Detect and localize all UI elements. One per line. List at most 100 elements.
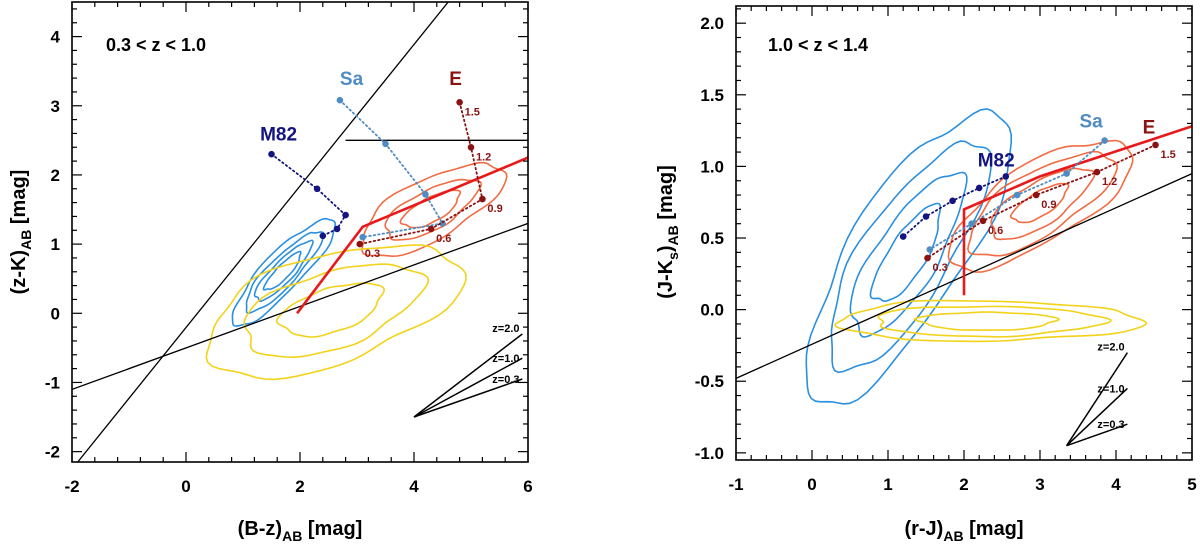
left-separator-line	[72, 222, 528, 391]
left-x-axis-label: (B-z)AB [mag]	[238, 518, 363, 544]
left-e-redshift-label: 1.5	[465, 106, 480, 118]
right-e-redshift-label: 0.6	[988, 225, 1003, 237]
left-star_forming-contour-level	[253, 239, 314, 303]
left-reddening-vector-label: z=0.3	[492, 374, 519, 386]
right-panel-title: 1.0 < z < 1.4	[768, 35, 868, 55]
right-star_forming-contour-level	[830, 140, 993, 374]
left-sa-track-point	[422, 191, 429, 198]
right-sa-track	[926, 137, 1108, 253]
left-m82-label: M82	[260, 124, 297, 145]
left-separator-line	[77, 2, 449, 462]
right-stars-contour-level	[877, 305, 1112, 338]
left-star_forming-contour-level	[262, 250, 302, 291]
left-y-tick-label: 4	[51, 28, 61, 47]
left-y-tick-label: 0	[51, 304, 60, 323]
right-quiescent-contour-level	[967, 150, 1118, 257]
right-x-tick-label: -1	[728, 475, 743, 494]
left-m82-track-point	[319, 232, 327, 240]
right-reddening-vector-line	[1066, 423, 1128, 447]
left-stars-contour-level	[275, 282, 386, 338]
right-stars-contours	[834, 299, 1148, 343]
right-x-tick-label: 3	[1035, 475, 1044, 494]
right-e-label: E	[1143, 118, 1156, 139]
left-e-redshift-label: 0.6	[436, 233, 451, 245]
right-sa-track-point	[1101, 137, 1108, 144]
right-m82-track	[899, 173, 1010, 240]
right-quiescent-contour-level	[990, 167, 1096, 241]
left-reddening-vector-line	[413, 357, 523, 418]
right-y-tick-label: 0.5	[700, 229, 724, 248]
right-star_forming-contour-level	[849, 171, 968, 338]
right-e-track-point	[1032, 191, 1040, 199]
right-x-tick-label: 2	[959, 475, 968, 494]
right-reddening-vector: z=2.0 z=1.0 z=0.3	[1065, 342, 1129, 447]
right-reddening-vector-line	[1066, 387, 1128, 447]
left-e-track-point	[356, 240, 364, 248]
right-m82-track-point	[975, 184, 983, 192]
right-sa-track-point	[926, 246, 934, 253]
right-e-track	[924, 141, 1159, 262]
right-panel: M82 Sa 1.5 1.2 0.9 0.6 0.3 Ez=2.0 z=1.0 z=0.3 -1 0 1…	[655, 5, 1197, 544]
right-x-tick-label: 1	[883, 475, 892, 494]
right-x-tick-label: 4	[1111, 475, 1121, 494]
right-reddening-vector-label: z=0.3	[1097, 419, 1124, 431]
right-e-redshift-label: 0.9	[1041, 199, 1056, 211]
left-stars-contour-level	[205, 244, 467, 381]
left-sa-track	[336, 96, 446, 241]
right-stars-contour-level	[834, 299, 1148, 343]
left-sa-track-point	[336, 96, 344, 104]
left-y-tick-label: -2	[45, 443, 60, 462]
right-m82-track-point	[1002, 173, 1010, 180]
left-e-redshift-label: 0.9	[487, 203, 502, 215]
right-sa-track-point	[968, 220, 975, 227]
right-e-redshift-label: 1.2	[1102, 176, 1117, 188]
left-e-track-point	[467, 144, 475, 151]
left-stars-contour-level	[243, 263, 430, 359]
right-m82-track-point	[949, 197, 956, 205]
left-e-redshift-label: 0.3	[365, 248, 380, 260]
left-reddening-vector-label: z=2.0	[492, 323, 519, 335]
left-e-redshift-label: 1.2	[476, 151, 491, 163]
left-star_forming-contour-level	[231, 217, 337, 327]
left-m82-track	[268, 150, 349, 240]
left-y-tick-label: 3	[51, 97, 60, 116]
right-y-tick-label: 1.5	[700, 86, 724, 105]
left-x-tick-label: 2	[295, 477, 304, 496]
right-e-track-point	[1152, 141, 1159, 149]
left-star_forming-contour-level	[245, 231, 325, 314]
right-x-axis-label: (r-J)AB [mag]	[904, 518, 1023, 544]
left-sa-label: Sa	[340, 69, 364, 90]
left-reddening-vector-line	[413, 378, 523, 418]
right-quiescent-contour-level	[1009, 182, 1070, 224]
right-m82-track-point	[899, 233, 907, 240]
left-e-track-line	[358, 101, 484, 246]
left-panel: M82 Sa 1.5 1.2 0.9 0.6 0.3 Ez=2.0 z=1.0 z=0.3 -2 0 2…	[8, 1, 533, 544]
right-x-tick-label: 5	[1187, 475, 1196, 494]
right-reddening-vector-label: z=1.0	[1097, 383, 1124, 395]
right-reddening-vector-line	[1065, 352, 1129, 447]
right-m82-label: M82	[978, 150, 1015, 171]
left-y-tick-label: 1	[51, 235, 60, 254]
left-sa-track-point	[382, 140, 389, 148]
right-y-axis-label: (J-Ks)AB [mag]	[655, 165, 681, 299]
left-m82-track-point	[313, 185, 321, 193]
left-y-axis-label: (z-K)AB [mag]	[8, 170, 34, 295]
right-e-redshift-label: 0.3	[933, 262, 948, 274]
right-ticks	[735, 6, 1193, 460]
right-x-tick-label: 0	[807, 475, 816, 494]
left-data-area	[72, 2, 528, 462]
left-e-track-point	[456, 99, 463, 106]
right-y-tick-label: -0.5	[695, 372, 724, 391]
right-quiescent-contours	[947, 139, 1134, 273]
left-x-tick-label: 6	[523, 477, 532, 496]
right-quiescent-contour-level	[947, 139, 1134, 273]
right-data-area	[736, 108, 1192, 405]
right-e-track-point	[979, 217, 987, 225]
left-e-track	[356, 99, 486, 248]
left-sa-track-line	[338, 99, 444, 239]
right-stars-contour-level	[913, 311, 1061, 331]
left-selection-boundary	[296, 156, 528, 315]
right-e-track-point	[924, 254, 931, 262]
